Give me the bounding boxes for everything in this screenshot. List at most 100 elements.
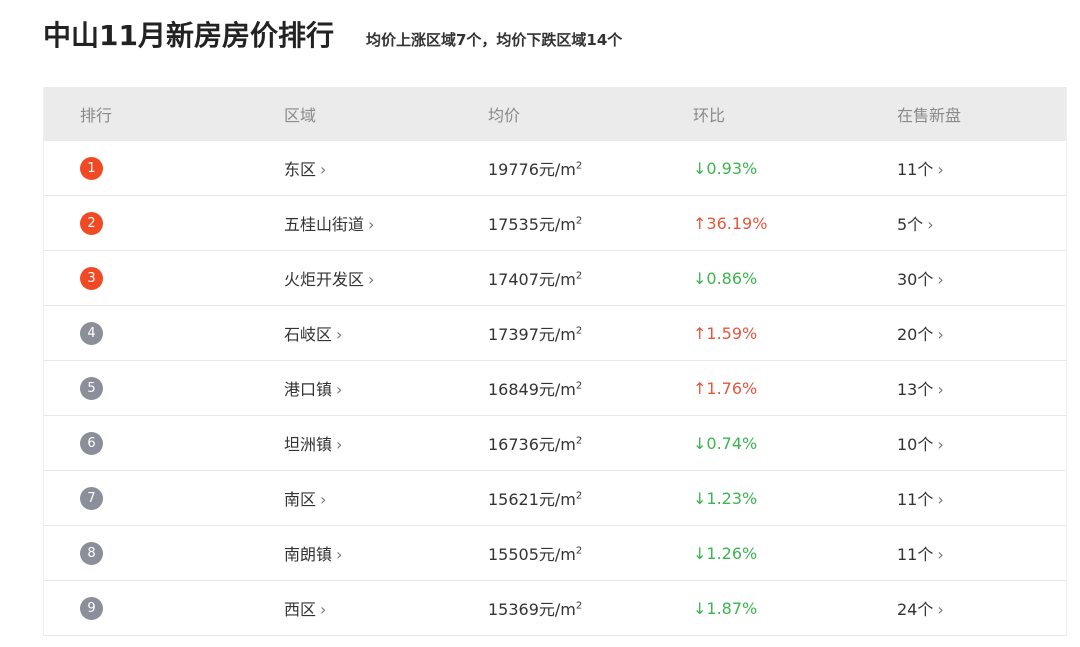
count-value: 24个 <box>897 600 934 619</box>
rank-badge: 3 <box>80 266 103 290</box>
region-name: 坦洲镇 <box>284 435 333 454</box>
count-value: 30个 <box>897 270 934 289</box>
price-unit: 元/m <box>538 270 576 289</box>
table-row: 5 港口镇 › 16849元/m2 ↑1.76% 13个 › <box>44 361 1066 416</box>
region-link[interactable]: 五桂山街道 › <box>284 211 488 235</box>
price-unit: 元/m <box>538 215 576 234</box>
change-value: ↑1.59% <box>693 323 758 343</box>
count-link[interactable]: 13个 › <box>897 376 1066 400</box>
price-unit-sup: 2 <box>575 545 583 557</box>
table-row: 3 火炬开发区 › 17407元/m2 ↓0.86% 30个 › <box>44 251 1066 306</box>
price-cell: 17535元/m2 <box>488 211 693 235</box>
price-unit-sup: 2 <box>575 215 583 227</box>
rank-cell: 2 <box>44 211 284 235</box>
price-value: 15621 <box>488 490 539 509</box>
count-value: 11个 <box>897 160 934 179</box>
price-unit-sup: 2 <box>575 160 583 172</box>
rank-cell: 7 <box>44 486 284 510</box>
chevron-right-icon: › <box>937 600 944 619</box>
price-value: 17407 <box>488 270 539 289</box>
chevron-right-icon: › <box>336 435 343 454</box>
price-value: 15505 <box>488 545 539 564</box>
price-unit: 元/m <box>538 380 576 399</box>
page-title: 中山11月新房房价排行 <box>43 19 334 52</box>
region-link[interactable]: 港口镇 › <box>284 376 488 400</box>
rank-cell: 6 <box>44 431 284 455</box>
rank-badge: 9 <box>80 596 103 620</box>
count-link[interactable]: 11个 › <box>897 541 1066 565</box>
header-change: 环比 <box>693 106 726 125</box>
chevron-right-icon: › <box>927 215 934 234</box>
count-link[interactable]: 20个 › <box>897 321 1066 345</box>
region-name: 火炬开发区 <box>284 270 365 289</box>
region-link[interactable]: 石岐区 › <box>284 321 488 345</box>
count-link[interactable]: 10个 › <box>897 431 1066 455</box>
price-unit-sup: 2 <box>575 380 583 392</box>
chevron-right-icon: › <box>336 380 343 399</box>
price-value: 16849 <box>488 380 539 399</box>
price-unit-sup: 2 <box>575 490 583 502</box>
chevron-right-icon: › <box>320 160 327 179</box>
price-cell: 17407元/m2 <box>488 266 693 290</box>
region-link[interactable]: 西区 › <box>284 596 488 620</box>
page-subtitle: 均价上涨区域7个，均价下跌区域14个 <box>365 31 623 49</box>
region-name: 石岐区 <box>284 325 333 344</box>
price-value: 17535 <box>488 215 539 234</box>
chevron-right-icon: › <box>336 325 343 344</box>
chevron-right-icon: › <box>368 215 375 234</box>
chevron-right-icon: › <box>937 545 944 564</box>
count-value: 13个 <box>897 380 934 399</box>
region-link[interactable]: 东区 › <box>284 156 488 180</box>
chevron-right-icon: › <box>336 545 343 564</box>
price-cell: 15369元/m2 <box>488 596 693 620</box>
region-link[interactable]: 火炬开发区 › <box>284 266 488 290</box>
rank-badge: 5 <box>80 376 103 400</box>
price-cell: 15505元/m2 <box>488 541 693 565</box>
table-header: 排行 区域 均价 环比 在售新盘 <box>44 87 1066 141</box>
price-cell: 16736元/m2 <box>488 431 693 455</box>
header-region: 区域 <box>284 106 317 125</box>
rank-cell: 8 <box>44 541 284 565</box>
ranking-table: 排行 区域 均价 环比 在售新盘 1 东区 › 19776元/m2 ↓0.93% … <box>43 87 1067 636</box>
chevron-right-icon: › <box>937 160 944 179</box>
region-link[interactable]: 南朗镇 › <box>284 541 488 565</box>
count-link[interactable]: 24个 › <box>897 596 1066 620</box>
table-row: 9 西区 › 15369元/m2 ↓1.87% 24个 › <box>44 581 1066 636</box>
chevron-right-icon: › <box>937 435 944 454</box>
price-value: 16736 <box>488 435 539 454</box>
count-value: 10个 <box>897 435 934 454</box>
region-link[interactable]: 坦洲镇 › <box>284 431 488 455</box>
change-value: ↓0.74% <box>693 433 758 453</box>
chevron-right-icon: › <box>320 490 327 509</box>
region-name: 东区 <box>284 160 317 179</box>
chevron-right-icon: › <box>368 270 375 289</box>
table-row: 8 南朗镇 › 15505元/m2 ↓1.26% 11个 › <box>44 526 1066 581</box>
count-link[interactable]: 11个 › <box>897 486 1066 510</box>
region-name: 西区 <box>284 600 317 619</box>
count-value: 20个 <box>897 325 934 344</box>
price-cell: 16849元/m2 <box>488 376 693 400</box>
price-value: 17397 <box>488 325 539 344</box>
chevron-right-icon: › <box>937 490 944 509</box>
chevron-right-icon: › <box>937 325 944 344</box>
count-link[interactable]: 5个 › <box>897 211 1066 235</box>
chevron-right-icon: › <box>937 270 944 289</box>
count-link[interactable]: 30个 › <box>897 266 1066 290</box>
price-value: 15369 <box>488 600 539 619</box>
region-link[interactable]: 南区 › <box>284 486 488 510</box>
region-name: 五桂山街道 <box>284 215 365 234</box>
rank-cell: 1 <box>44 156 284 180</box>
count-value: 11个 <box>897 545 934 564</box>
rank-cell: 9 <box>44 596 284 620</box>
header-count: 在售新盘 <box>897 106 962 125</box>
change-value: ↓0.93% <box>693 158 758 178</box>
price-unit-sup: 2 <box>575 270 583 282</box>
price-cell: 19776元/m2 <box>488 156 693 180</box>
price-cell: 17397元/m2 <box>488 321 693 345</box>
table-row: 7 南区 › 15621元/m2 ↓1.23% 11个 › <box>44 471 1066 526</box>
change-value: ↓1.23% <box>693 488 758 508</box>
count-link[interactable]: 11个 › <box>897 156 1066 180</box>
rank-badge: 2 <box>80 211 103 235</box>
header-rank: 排行 <box>80 106 113 125</box>
table-row: 1 东区 › 19776元/m2 ↓0.93% 11个 › <box>44 141 1066 196</box>
